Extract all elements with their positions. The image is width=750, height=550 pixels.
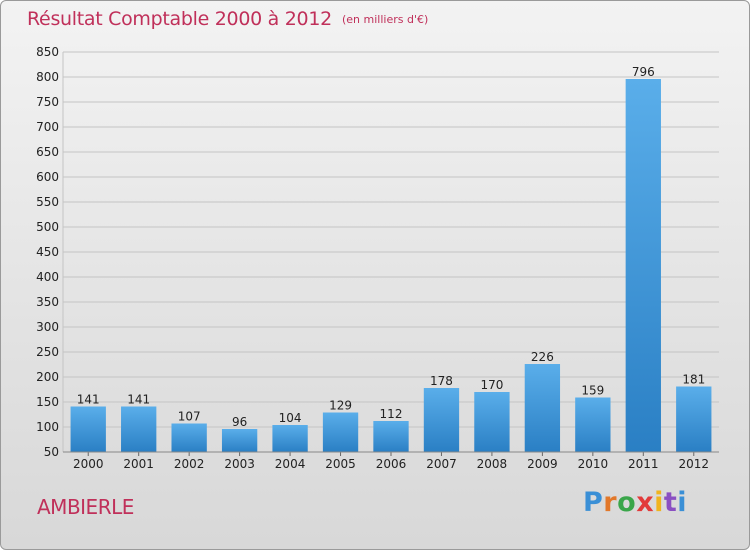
y-tick-label: 800 xyxy=(36,70,59,84)
bar-value-label: 181 xyxy=(682,373,705,387)
logo-letter: P xyxy=(583,487,604,518)
town-name: AMBIERLE xyxy=(37,495,134,519)
y-tick-label: 300 xyxy=(36,320,59,334)
proxiti-logo: Proxiti xyxy=(583,487,687,518)
y-tick-label: 100 xyxy=(36,420,59,434)
y-tick-label: 150 xyxy=(36,395,59,409)
y-tick-label: 650 xyxy=(36,145,59,159)
bar-2009 xyxy=(524,364,561,452)
x-tick-label: 2002 xyxy=(174,457,205,471)
x-tick-label: 2010 xyxy=(578,457,609,471)
bar-2003 xyxy=(221,429,258,452)
x-tick-label: 2004 xyxy=(275,457,306,471)
bar-2012 xyxy=(676,386,712,452)
x-tick-label: 2000 xyxy=(73,457,104,471)
bar-2010 xyxy=(575,397,611,452)
unit-label: (en milliers d'€) xyxy=(342,13,429,26)
x-tick-label: 2005 xyxy=(325,457,356,471)
y-tick-label: 450 xyxy=(36,245,59,259)
y-tick-label: 350 xyxy=(36,295,59,309)
bar-value-label: 141 xyxy=(77,393,100,407)
x-axis: 2000 2001 2002 2003 2004 2005 2006 2007 2008 2009… xyxy=(63,451,719,471)
y-tick-label: 400 xyxy=(36,270,59,284)
bar-value-label: 226 xyxy=(531,350,554,364)
bar-2006 xyxy=(373,421,409,452)
bar-value-label: 129 xyxy=(329,399,352,413)
x-tick-label: 2003 xyxy=(224,457,255,471)
bar-value-label: 170 xyxy=(480,378,503,392)
y-axis: 50 100 150 200 250 300 350 400 450 500 550 600 650 70… xyxy=(36,45,59,459)
x-tick-label: 2009 xyxy=(527,457,558,471)
y-tick-label: 50 xyxy=(44,445,59,459)
bar-value-label: 141 xyxy=(127,393,150,407)
y-tick-label: 250 xyxy=(36,345,59,359)
logo-letter: x xyxy=(636,487,655,518)
x-tick-label: 2011 xyxy=(628,457,659,471)
bar-value-label: 104 xyxy=(279,411,302,425)
bar-2011 xyxy=(625,79,661,452)
bar-2008 xyxy=(474,392,510,452)
x-tick-label: 2007 xyxy=(426,457,457,471)
bar-value-label: 796 xyxy=(632,65,655,79)
bar-value-label: 96 xyxy=(232,415,247,429)
y-tick-label: 550 xyxy=(36,195,59,209)
bar-value-label: 159 xyxy=(581,384,604,398)
bar-value-label: 107 xyxy=(178,410,201,424)
bar-2004 xyxy=(272,425,308,452)
chart-title: Résultat Comptable 2000 à 2012 xyxy=(27,8,332,30)
logo-letter: r xyxy=(603,487,618,518)
bar-2001 xyxy=(121,406,157,452)
x-tick-label: 2012 xyxy=(678,457,709,471)
y-tick-label: 850 xyxy=(36,45,59,59)
bar-value-label: 112 xyxy=(380,407,403,421)
x-tick-label: 2008 xyxy=(477,457,508,471)
y-tick-label: 600 xyxy=(36,170,59,184)
bar-2000 xyxy=(70,406,106,452)
x-tick-label: 2006 xyxy=(376,457,407,471)
grid-lines xyxy=(62,51,719,453)
bar-value-label: 178 xyxy=(430,374,453,388)
bar-2007 xyxy=(423,388,460,452)
logo-letter: t xyxy=(663,487,678,518)
bar-2002 xyxy=(171,423,207,452)
y-tick-label: 700 xyxy=(36,120,59,134)
bar-2005 xyxy=(322,412,359,452)
y-tick-label: 200 xyxy=(36,370,59,384)
logo-letter: o xyxy=(617,487,637,518)
logo-letter: i xyxy=(654,487,664,518)
bars: 141 141 107 96 104 129 112 178 170 226 159 796 181 xyxy=(70,65,712,452)
y-tick-label: 750 xyxy=(36,95,59,109)
y-tick-label: 500 xyxy=(36,220,59,234)
logo-letter: i xyxy=(677,487,688,518)
x-tick-label: 2001 xyxy=(123,457,154,471)
